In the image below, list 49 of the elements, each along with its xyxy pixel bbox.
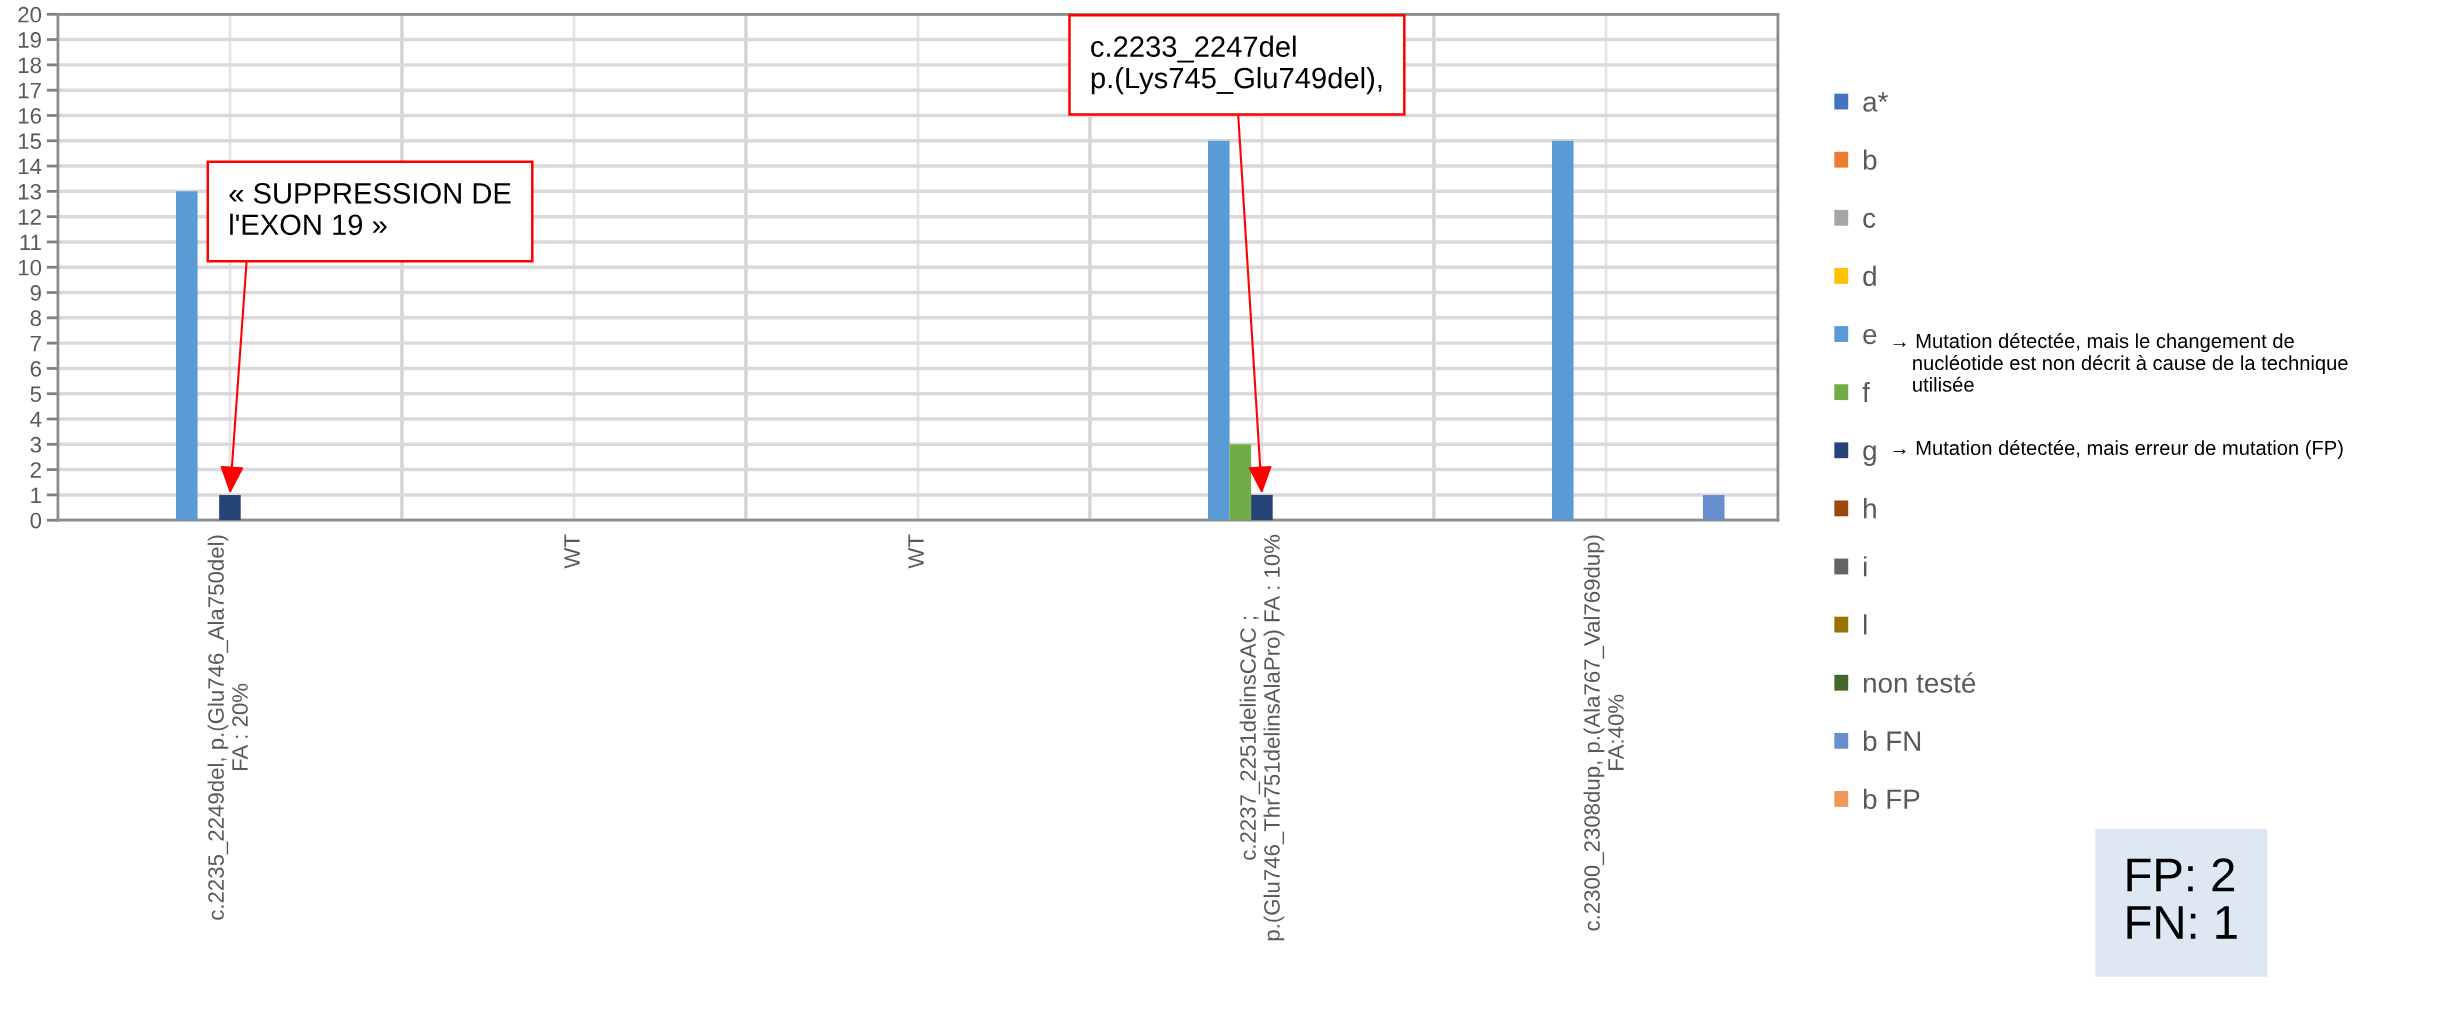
legend-label: a*: [1863, 92, 1888, 112]
x-tick-label: WT: [564, 534, 580, 569]
legend-label: b: [1863, 149, 1877, 170]
y-tick-label: 1: [31, 487, 41, 503]
y-tick-label: 3: [30, 436, 41, 453]
annotation: c.2233_2247del p.(Lys745_Glu749del),: [1091, 35, 1382, 95]
y-tick-label: 7: [30, 335, 41, 352]
bar: [176, 191, 198, 521]
y-tick-label: 20: [18, 6, 42, 23]
legend-label: non testé: [1863, 672, 1976, 693]
y-tick-label: 12: [18, 209, 41, 225]
y-tick-label: 5: [30, 386, 42, 402]
bar: [1702, 494, 1725, 521]
y-tick-label: 0: [30, 512, 42, 529]
y-tick-label: 18: [18, 57, 41, 74]
legend-label: g: [1863, 445, 1876, 466]
x-tick-label: WT: [908, 534, 924, 569]
y-tick-label: 11: [20, 234, 41, 250]
y-tick-label: 8: [30, 310, 41, 327]
y-tick-label: 2: [30, 462, 41, 478]
y-tick-label: 15: [18, 133, 42, 150]
y-tick-label: 9: [30, 285, 41, 301]
y-tick-label: 6: [30, 360, 41, 377]
y-tick-label: 17: [18, 82, 41, 99]
legend-label: h: [1864, 498, 1876, 519]
x-tick-label: c.2235_2249del, p.(Glu746_Ala750del) FA : 20%: [207, 535, 248, 920]
y-tick-label: 14: [18, 158, 42, 175]
legend-label: e: [1863, 328, 1877, 345]
y-tick-label: 13: [18, 183, 41, 200]
x-tick-label: c.2237_2251delinsCAC ; p.(Glu746_Thr751delinsAlaPro) FA : 10%: [1239, 534, 1285, 941]
legend-label: c: [1863, 212, 1876, 228]
text: FP: 2 FN: 1: [2127, 858, 2237, 939]
legend-label: b FN: [1863, 730, 1921, 751]
legend-label: l: [1863, 614, 1867, 635]
legend-label: d: [1863, 265, 1876, 287]
annotation: « SUPPRESSION DE l'EXON 19 »: [229, 183, 511, 236]
text: → Mutation détectée, mais erreur de mutation (FP): [1893, 440, 2343, 460]
y-tick-label: 4: [30, 411, 42, 428]
y-tick-label: 16: [18, 108, 41, 124]
legend-label: f: [1862, 381, 1870, 403]
y-tick-label: 19: [18, 32, 41, 48]
bar: [1552, 140, 1574, 521]
bar: [1208, 140, 1230, 521]
bar: [1229, 444, 1252, 521]
legend-label: i: [1863, 556, 1867, 577]
legend-label: b FP: [1863, 788, 1920, 810]
text: → Mutation détectée, mais le changement de nucléotide est non décrit à cause de la technique utilisée: [1893, 333, 2348, 392]
y-tick-label: 10: [18, 259, 42, 276]
x-tick-label: c.2300_2308dup, p.(Ala767_Val769dup) FA:40%: [1583, 535, 1624, 931]
